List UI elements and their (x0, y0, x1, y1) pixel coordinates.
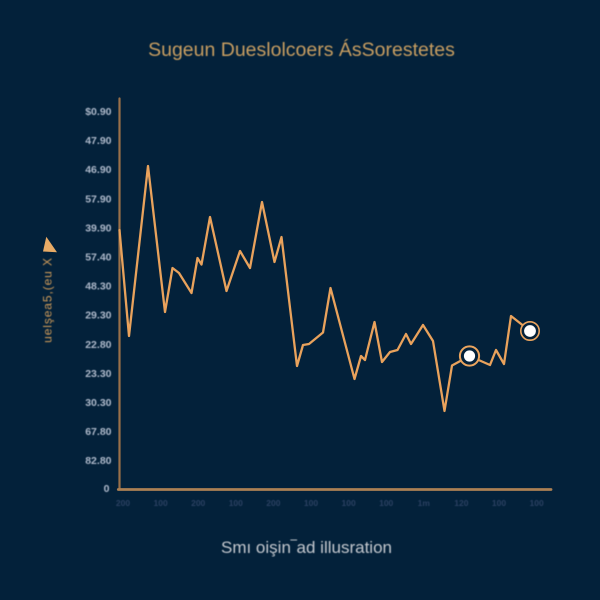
svg-text:48.30: 48.30 (85, 281, 111, 293)
svg-text:100: 100 (342, 498, 356, 508)
svg-text:200: 200 (191, 498, 205, 508)
svg-text:46.90: 46.90 (85, 164, 111, 176)
svg-text:1m: 1m (418, 498, 431, 508)
svg-text:29.30: 29.30 (85, 310, 111, 322)
svg-text:100: 100 (154, 498, 168, 508)
svg-text:120: 120 (454, 498, 468, 508)
svg-text:$0.90: $0.90 (85, 106, 111, 118)
svg-text:47.90: 47.90 (85, 135, 111, 147)
svg-text:200: 200 (116, 498, 130, 508)
svg-text:67.80: 67.80 (85, 426, 111, 438)
svg-text:57.40: 57.40 (85, 252, 111, 264)
svg-text:uelşea5,(eu X: uelşea5,(eu X (41, 257, 55, 343)
svg-text:39.90: 39.90 (85, 222, 111, 234)
svg-text:100: 100 (492, 498, 506, 508)
svg-text:100: 100 (229, 498, 243, 508)
svg-text:Sugeun Dueslolcoers ÁsSorestet: Sugeun Dueslolcoers ÁsSorestetes (148, 38, 455, 61)
svg-text:23.30: 23.30 (85, 368, 111, 380)
svg-text:0: 0 (104, 483, 110, 495)
svg-text:22.80: 22.80 (85, 339, 111, 351)
svg-text:200: 200 (266, 498, 280, 508)
svg-text:57.90: 57.90 (85, 193, 111, 205)
svg-text:30.30: 30.30 (85, 397, 111, 409)
svg-text:Smı oişin‾ad illusration: Smı oişin‾ad illusration (221, 538, 392, 557)
svg-text:100: 100 (379, 498, 393, 508)
svg-text:100: 100 (530, 498, 544, 508)
svg-text:82.80: 82.80 (85, 455, 111, 467)
svg-text:100: 100 (304, 498, 318, 508)
